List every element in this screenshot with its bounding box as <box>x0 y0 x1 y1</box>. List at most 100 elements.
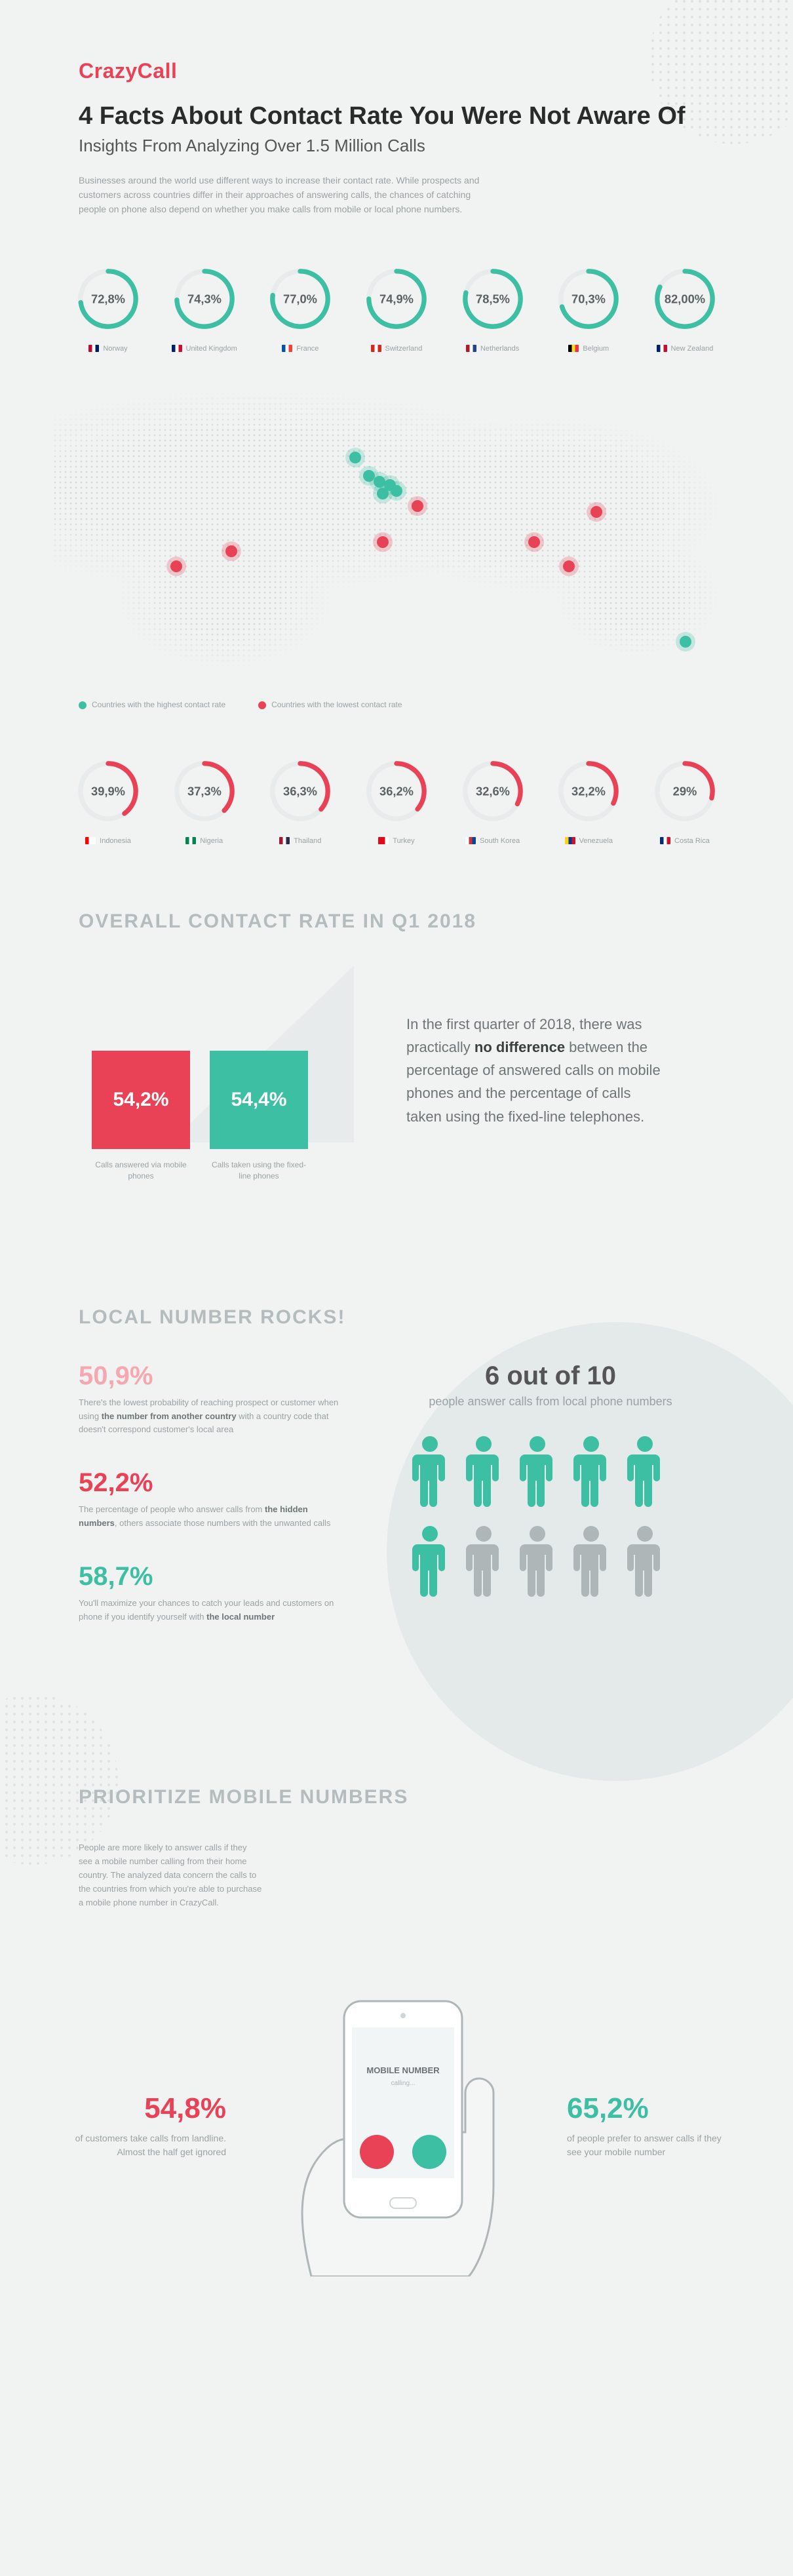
svg-text:74,9%: 74,9% <box>379 292 414 305</box>
flag-icon <box>172 345 182 352</box>
donut-caption: Norway <box>66 345 151 353</box>
map-marker-icon <box>412 500 423 512</box>
map-marker-icon <box>391 485 402 497</box>
donut-caption: Switzerland <box>354 345 439 353</box>
mobile-intro: People are more likely to answer calls i… <box>0 1841 341 1949</box>
country-name: Indonesia <box>100 837 131 845</box>
map-marker-icon <box>377 536 389 548</box>
local-section: 50,9% There's the lowest probability of … <box>0 1361 793 1747</box>
donut-caption: Turkey <box>354 837 439 845</box>
flag-icon <box>568 345 579 352</box>
phone-illustration: MOBILE NUMBER calling... <box>272 1975 521 2276</box>
flag-icon <box>279 837 290 844</box>
country-name: Norway <box>103 345 127 353</box>
map-marker-icon <box>680 636 691 648</box>
flag-icon <box>185 837 196 844</box>
donut-caption: Thailand <box>258 837 343 845</box>
brand-part-2: Call <box>138 59 178 83</box>
donut-item: 36,3% Thailand <box>258 755 343 845</box>
bar-label-fixed: Calls taken using the fixed-line phones <box>210 1160 308 1182</box>
brand-logo: CrazyCall <box>79 59 714 83</box>
page-subtitle: Insights From Analyzing Over 1.5 Million… <box>79 136 714 156</box>
svg-text:70,3%: 70,3% <box>571 292 606 305</box>
donut-caption: Nigeria <box>162 837 247 845</box>
legend-low: Countries with the lowest contact rate <box>258 700 402 709</box>
svg-text:74,3%: 74,3% <box>187 292 222 305</box>
person-icon <box>625 1525 665 1600</box>
person-icon <box>464 1525 503 1600</box>
local-stat: 58,7% You'll maximize your chances to ca… <box>79 1562 347 1624</box>
local-stat-desc: The percentage of people who answer call… <box>79 1503 347 1531</box>
donut-caption: Costa Rica <box>642 837 727 845</box>
donut-item: 29% Costa Rica <box>642 755 727 845</box>
phone-stat-right-value: 65,2% <box>567 2092 737 2125</box>
six-of-ten-title: 6 out of 10 <box>387 1361 714 1391</box>
map-marker-icon <box>590 506 602 518</box>
person-icon <box>571 1435 611 1510</box>
flag-icon <box>466 345 476 352</box>
country-name: Venezuela <box>579 837 613 845</box>
donut-item: 32,6% South Korea <box>450 755 535 845</box>
map-legend: Countries with the highest contact rate … <box>0 700 793 729</box>
donut-item: 70,3% Belgium <box>546 263 631 353</box>
legend-swatch-teal <box>79 701 87 709</box>
svg-text:36,3%: 36,3% <box>283 784 317 798</box>
six-of-ten: 6 out of 10 people answer calls from loc… <box>387 1361 714 1409</box>
map-marker-icon <box>225 545 237 557</box>
donut-item: 32,2% Venezuela <box>546 755 631 845</box>
svg-text:32,6%: 32,6% <box>476 784 510 798</box>
map-marker-icon <box>528 536 540 548</box>
country-name: Switzerland <box>385 345 423 353</box>
q1-text: In the first quarter of 2018, there was … <box>406 1013 668 1128</box>
phone-stat-left-value: 54,8% <box>56 2092 226 2125</box>
flag-icon <box>565 837 575 844</box>
bar-label-mobile: Calls answered via mobile phones <box>92 1160 190 1182</box>
phone-stat-left-desc: of customers take calls from landline. A… <box>56 2132 226 2159</box>
phone-camera-icon <box>400 2013 406 2018</box>
world-map <box>52 385 741 687</box>
donut-item: 77,0% France <box>258 263 343 353</box>
map-marker-icon <box>170 560 182 572</box>
svg-text:78,5%: 78,5% <box>476 292 510 305</box>
person-icon <box>410 1525 450 1600</box>
intro-text: Businesses around the world use differen… <box>79 173 485 217</box>
donut-item: 37,3% Nigeria <box>162 755 247 845</box>
svg-text:77,0%: 77,0% <box>283 292 317 305</box>
flag-icon <box>371 345 381 352</box>
flag-icon <box>660 837 670 844</box>
local-stat-value: 58,7% <box>79 1562 347 1591</box>
flag-icon <box>378 837 389 844</box>
person-icon <box>518 1435 557 1510</box>
country-name: France <box>296 345 319 353</box>
bar-fixed: 54,4% <box>210 1051 308 1149</box>
legend-high: Countries with the highest contact rate <box>79 700 225 709</box>
donut-item: 72,8% Norway <box>66 263 151 353</box>
donut-caption: New Zealand <box>642 345 727 353</box>
donut-caption: Venezuela <box>546 837 631 845</box>
flag-icon <box>465 837 476 844</box>
donut-row-high: 72,8% Norway 74,3% United Kingdom 77,0% … <box>0 237 793 366</box>
mobile-section: PRIORITIZE MOBILE NUMBERS People are mor… <box>0 1747 793 2394</box>
local-stat-value: 50,9% <box>79 1361 347 1391</box>
phone-sublabel: calling... <box>391 2080 416 2087</box>
bar-mobile: 54,2% <box>92 1051 190 1149</box>
donut-item: 39,9% Indonesia <box>66 755 151 845</box>
donut-item: 78,5% Netherlands <box>450 263 535 353</box>
local-right: 6 out of 10 people answer calls from loc… <box>387 1361 714 1656</box>
map-marker-icon <box>563 560 575 572</box>
person-icon <box>571 1525 611 1600</box>
phone-stat-left: 54,8% of customers take calls from landl… <box>56 2092 226 2159</box>
person-icon <box>464 1435 503 1510</box>
six-of-ten-sub: people answer calls from local phone num… <box>387 1395 714 1409</box>
donut-caption: France <box>258 345 343 353</box>
local-stat-value: 52,2% <box>79 1468 347 1498</box>
donut-caption: Netherlands <box>450 345 535 353</box>
people-icons <box>387 1435 688 1600</box>
local-stat: 52,2% The percentage of people who answe… <box>79 1468 347 1531</box>
brand-part-1: Crazy <box>79 59 138 83</box>
donut-item: 82,00% New Zealand <box>642 263 727 353</box>
country-name: Netherlands <box>480 345 519 353</box>
country-name: Turkey <box>393 837 414 845</box>
map-marker-icon <box>349 452 361 463</box>
header: CrazyCall 4 Facts About Contact Rate You… <box>0 0 793 237</box>
